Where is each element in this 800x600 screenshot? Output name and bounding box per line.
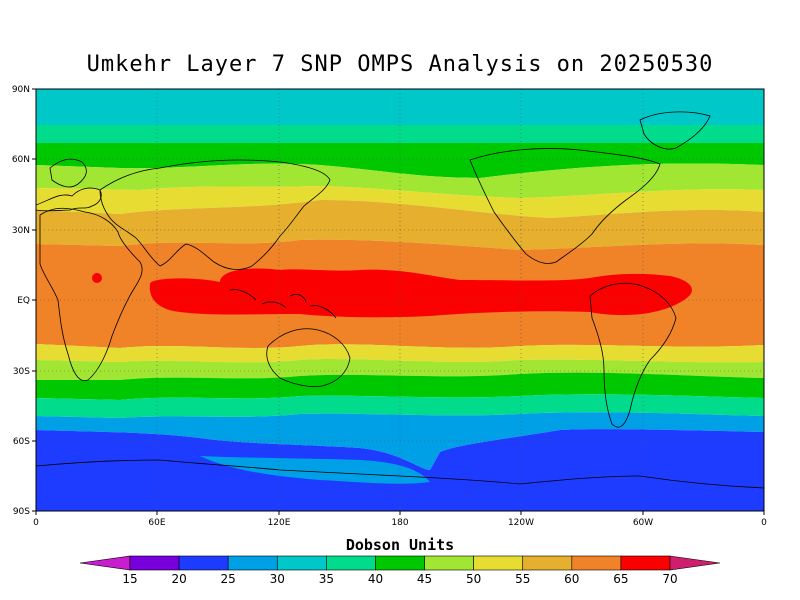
colorbar-label: 25 (221, 572, 236, 586)
coast-europe (36, 158, 102, 212)
lat-lon-grid (36, 89, 764, 511)
y-tick-label: EQ (17, 296, 30, 306)
antarctic-tongue (200, 456, 430, 484)
colorbar-swatch (522, 555, 573, 571)
colorbar-low-arrow (79, 555, 131, 571)
band-57n-45n (36, 163, 764, 198)
x-tick-label: 0 (33, 518, 39, 528)
eq-max-africa (92, 273, 102, 283)
colorbar-swatch (178, 555, 229, 571)
colorbar-label: 45 (417, 572, 432, 586)
band-40s-47s (36, 394, 764, 418)
coastlines (36, 111, 764, 489)
colorbar-swatch (227, 555, 278, 571)
y-tick-label: 60N (12, 155, 30, 165)
colorbar-title: Dobson Units (345, 536, 455, 554)
band-33s-40s (36, 372, 764, 400)
coast-greenland (639, 111, 711, 150)
y-tick-label: 90N (12, 85, 30, 95)
colorbar-swatch (424, 555, 474, 571)
colorbar-swatch (276, 555, 327, 571)
x-tick-label: 60W (633, 518, 653, 528)
coast-north-america (469, 148, 661, 264)
colorbar-swatch (129, 555, 180, 571)
y-tick-label: 60S (13, 437, 30, 447)
colorbar-label: 20 (171, 572, 186, 586)
colorbar-label: 70 (662, 572, 677, 586)
y-tick-label: 30S (13, 367, 30, 377)
map-title: Umkehr Layer 7 SNP OMPS Analysis on 2025… (86, 52, 714, 77)
colorbar-label: 50 (466, 572, 481, 586)
band-65n-57n (36, 143, 764, 178)
colorbar-swatch (473, 555, 524, 571)
x-tick-labels: 0 60E 120E 180 120W 60W 0 (33, 518, 767, 528)
x-tick-label: 60E (148, 518, 165, 528)
band-90n-75n (36, 89, 764, 125)
x-tick-label: 120E (268, 518, 291, 528)
x-tick-label: 0 (761, 518, 767, 528)
colorbar-label: 35 (319, 572, 334, 586)
coast-antarctica (36, 459, 764, 489)
colorbar-label: 40 (368, 572, 383, 586)
colorbar-label: 55 (515, 572, 530, 586)
y-tick-label: 90S (13, 507, 30, 517)
colorbar-swatch (326, 555, 376, 571)
x-tick-label: 120W (508, 518, 534, 528)
y-tick-label: 30N (12, 226, 30, 236)
colorbar-label: 30 (270, 572, 285, 586)
x-tick-label: 180 (391, 518, 408, 528)
coast-indonesia (229, 289, 337, 319)
coast-south-america (589, 282, 677, 428)
colorbar-high-arrow (669, 555, 721, 571)
colorbar-swatch (571, 555, 622, 571)
x-axis (35, 511, 765, 515)
coast-australia (266, 328, 351, 387)
colorbar-label: 15 (122, 572, 137, 586)
eq-max-west (149, 268, 692, 318)
colorbar-label: 60 (564, 572, 579, 586)
colorbar-label: 65 (613, 572, 628, 586)
colorbar: 15 20 25 30 35 40 45 50 55 60 65 70 (79, 555, 721, 586)
y-axis (32, 88, 36, 512)
coast-africa (39, 207, 143, 382)
y-tick-labels: 90N 60N 30N EQ 30S 60S 90S (12, 85, 30, 517)
colorbar-swatch (375, 555, 425, 571)
coast-asia (99, 159, 331, 270)
colorbar-swatch (620, 555, 671, 571)
